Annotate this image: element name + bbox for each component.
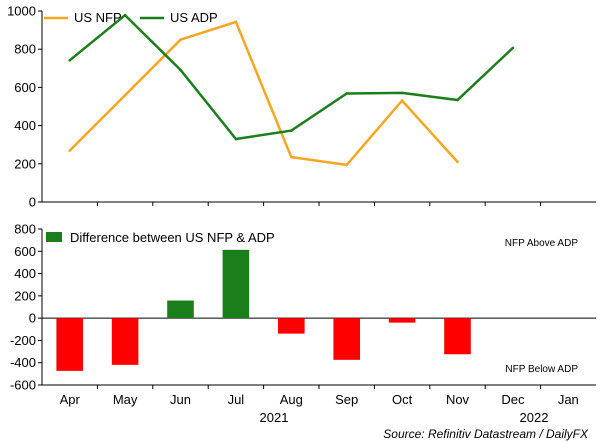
data-point-us-adp <box>68 58 71 62</box>
data-point-us-adp <box>123 13 127 17</box>
data-point-us-nfp <box>68 149 71 152</box>
x-year-label-2021: 2021 <box>260 410 289 425</box>
x-axis-labels: Apr May Jun Jul Aug Sep Oct Nov Dec Jan <box>60 392 579 407</box>
top-y-tick-label: 0 <box>29 195 36 210</box>
data-point-us-nfp <box>345 163 349 167</box>
bottom-y-tick-label: 0 <box>29 311 36 326</box>
top-legend: US NFP US ADP <box>44 10 218 25</box>
bar-difference-may <box>111 318 139 365</box>
data-point-us-nfp <box>234 20 238 24</box>
data-point-us-adp <box>234 137 238 141</box>
top-y-tick-label: 600 <box>14 80 36 95</box>
top-y-axis: 0 200 400 600 800 1000 <box>7 4 596 210</box>
x-tick-label-jun: Jun <box>170 392 191 407</box>
data-point-us-adp <box>290 129 293 132</box>
x-tick-label-nov: Nov <box>446 392 470 407</box>
bar-difference-oct <box>388 318 416 323</box>
x-tick-label-sep: Sep <box>335 392 358 407</box>
data-point-us-adp <box>511 46 515 50</box>
top-line-series <box>68 13 515 167</box>
x-tick-label-dec: Dec <box>501 392 525 407</box>
x-year-label-2022: 2022 <box>520 410 549 425</box>
legend-label-us-nfp: US NFP <box>74 10 122 25</box>
x-tick-label-oct: Oct <box>392 392 413 407</box>
bar-difference-apr <box>56 318 83 371</box>
bar-difference-sep <box>333 318 360 360</box>
top-y-tick-label: 1000 <box>7 4 36 19</box>
bottom-y-tick-label: -400 <box>10 355 36 370</box>
x-tick-label-may: May <box>113 392 138 407</box>
data-point-us-nfp <box>456 160 459 164</box>
bottom-y-tick-label: -600 <box>10 378 36 393</box>
bottom-y-tick-label: 800 <box>14 222 36 237</box>
bottom-bar-series <box>56 249 471 371</box>
bar-difference-jun <box>167 300 194 319</box>
top-panel: 0 200 400 600 800 1000 US NFP US ADP <box>7 4 596 210</box>
bottom-y-tick-label: 200 <box>14 288 36 303</box>
x-tick-label-jul: Jul <box>228 392 245 407</box>
bar-difference-jul <box>222 249 250 319</box>
data-point-us-nfp <box>290 155 293 159</box>
bottom-y-tick-label: 600 <box>14 244 36 259</box>
annotation-nfp-below-adp: NFP Below ADP <box>505 364 578 375</box>
legend-label-us-adp: US ADP <box>170 10 218 25</box>
data-point-us-adp <box>400 91 404 95</box>
bottom-legend: Difference between US NFP & ADP <box>46 230 275 245</box>
annotation-nfp-above-adp: NFP Above ADP <box>505 238 579 249</box>
x-tick-label-apr: Apr <box>60 392 81 407</box>
legend-swatch-difference <box>46 232 62 242</box>
data-point-us-nfp <box>400 99 404 102</box>
data-point-us-adp <box>456 98 459 102</box>
data-point-us-nfp <box>123 93 127 97</box>
bottom-panel: -600 -400 -200 0 200 400 600 800 Difference bet… <box>10 222 596 393</box>
top-y-tick-label: 200 <box>14 156 36 171</box>
bar-difference-aug <box>278 318 305 334</box>
bar-difference-nov <box>444 318 471 355</box>
bottom-y-tick-label: -200 <box>10 333 36 348</box>
legend-label-difference: Difference between US NFP & ADP <box>70 230 275 245</box>
data-point-us-nfp <box>179 38 182 41</box>
top-y-tick-label: 400 <box>14 118 36 133</box>
line-series-us-nfp <box>68 20 459 167</box>
data-point-us-adp <box>179 68 182 72</box>
top-y-tick-label: 800 <box>14 42 36 57</box>
bottom-y-tick-label: 400 <box>14 266 36 281</box>
x-tick-label-aug: Aug <box>280 392 303 407</box>
data-point-us-adp <box>345 92 349 95</box>
x-tick-label-jan: Jan <box>558 392 579 407</box>
source-note: Source: Refinitiv Datastream / DailyFX <box>383 427 589 441</box>
bottom-y-axis: -600 -400 -200 0 200 400 600 800 <box>10 222 596 393</box>
